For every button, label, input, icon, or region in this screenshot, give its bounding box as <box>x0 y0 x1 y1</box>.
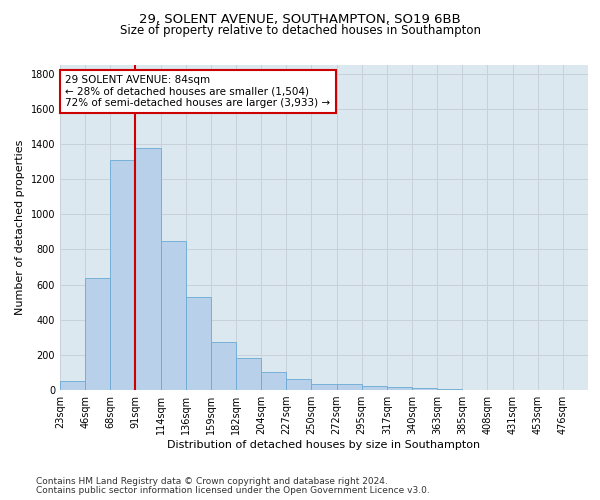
Text: Contains HM Land Registry data © Crown copyright and database right 2024.: Contains HM Land Registry data © Crown c… <box>36 477 388 486</box>
Bar <box>311 384 337 390</box>
Text: 29 SOLENT AVENUE: 84sqm
← 28% of detached houses are smaller (1,504)
72% of semi: 29 SOLENT AVENUE: 84sqm ← 28% of detache… <box>65 74 331 108</box>
Bar <box>286 378 311 390</box>
Bar <box>261 372 286 390</box>
Bar <box>136 148 161 390</box>
Bar <box>85 278 110 390</box>
Bar <box>236 358 261 390</box>
X-axis label: Distribution of detached houses by size in Southampton: Distribution of detached houses by size … <box>167 440 481 450</box>
Bar <box>362 386 387 390</box>
Bar <box>387 388 412 390</box>
Bar <box>161 240 186 390</box>
Text: 29, SOLENT AVENUE, SOUTHAMPTON, SO19 6BB: 29, SOLENT AVENUE, SOUTHAMPTON, SO19 6BB <box>139 12 461 26</box>
Bar <box>60 381 85 390</box>
Bar <box>186 297 211 390</box>
Bar <box>437 389 462 390</box>
Bar <box>412 388 437 390</box>
Text: Size of property relative to detached houses in Southampton: Size of property relative to detached ho… <box>119 24 481 37</box>
Text: Contains public sector information licensed under the Open Government Licence v3: Contains public sector information licen… <box>36 486 430 495</box>
Bar <box>211 342 236 390</box>
Y-axis label: Number of detached properties: Number of detached properties <box>15 140 25 315</box>
Bar <box>110 160 136 390</box>
Bar <box>337 384 362 390</box>
